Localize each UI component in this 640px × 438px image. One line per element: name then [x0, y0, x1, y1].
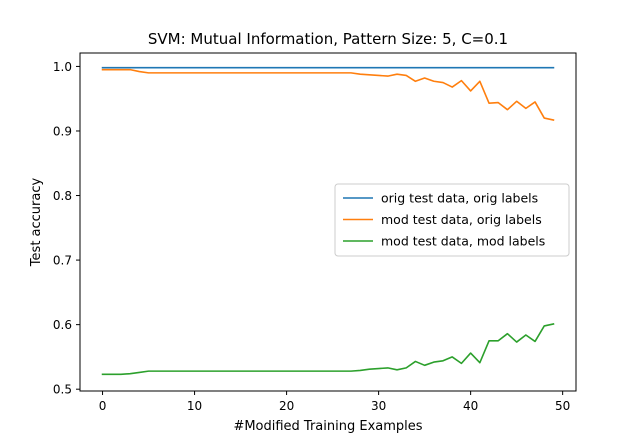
x-tick-label: 20 — [279, 399, 294, 413]
series-lines — [101, 66, 555, 376]
series-line-3 — [101, 323, 555, 376]
y-axis-label: Test accuracy — [29, 178, 44, 268]
x-tick-label: 50 — [555, 399, 570, 413]
legend-label: orig test data, orig labels — [381, 191, 538, 206]
legend-box — [334, 183, 570, 257]
y-tick-label: 0.5 — [53, 383, 72, 397]
x-tick-label: 10 — [187, 399, 202, 413]
plot-frame — [79, 52, 577, 392]
y-tick-label: 0.6 — [53, 318, 72, 332]
x-axis-label: #Modified Training Examples — [233, 419, 422, 434]
y-tick-label: 0.8 — [53, 189, 72, 203]
legend-label: mod test data, orig labels — [381, 212, 542, 227]
series-line-2 — [101, 68, 555, 121]
legend: orig test data, orig labels mod test data… — [334, 183, 570, 257]
y-tick-label: 0.9 — [53, 124, 72, 138]
x-tick-label: 0 — [99, 399, 107, 413]
x-tick-label: 40 — [463, 399, 478, 413]
y-tick-label: 0.7 — [53, 254, 72, 268]
x-tick-label: 30 — [371, 399, 386, 413]
y-axis: 0.5 0.6 0.7 0.8 0.9 1.0 — [53, 60, 80, 397]
x-axis: 0 10 20 30 40 50 — [99, 391, 570, 413]
legend-label: mod test data, mod labels — [381, 234, 545, 249]
y-tick-label: 1.0 — [53, 60, 72, 74]
chart-title: SVM: Mutual Information, Pattern Size: 5… — [148, 30, 508, 48]
